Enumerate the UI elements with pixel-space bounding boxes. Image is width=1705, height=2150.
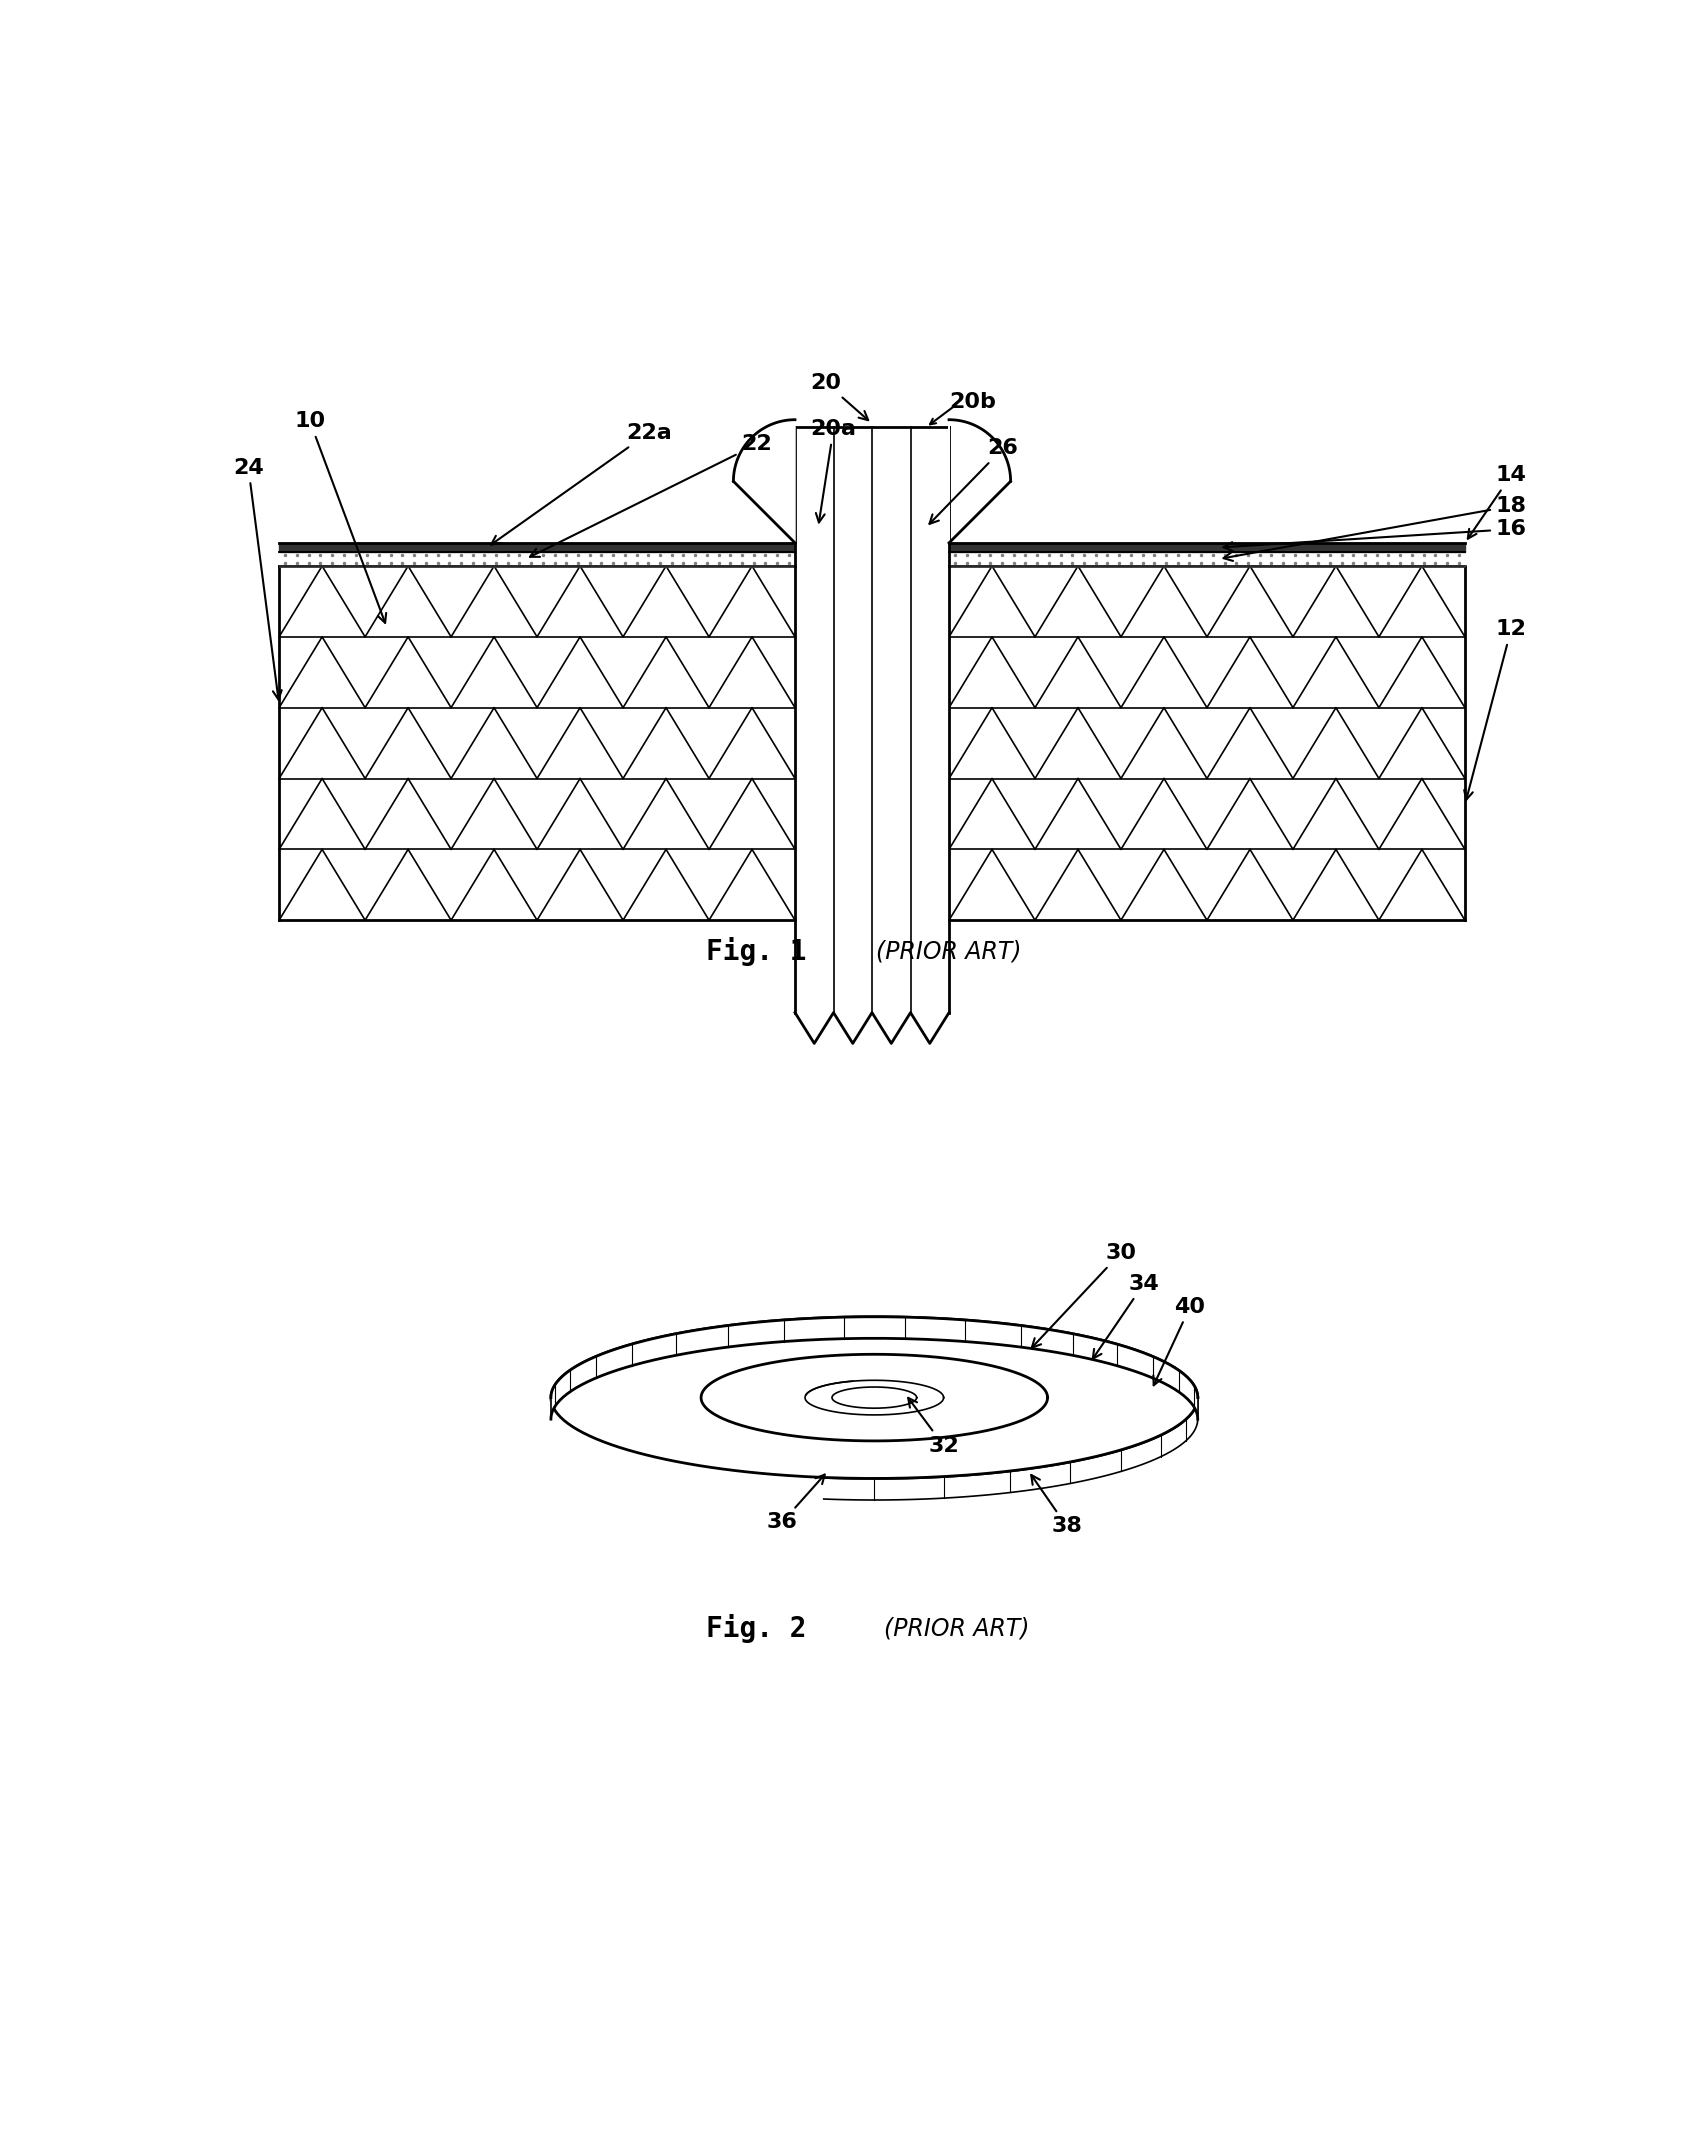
- Text: 14: 14: [1466, 464, 1526, 540]
- Text: 40: 40: [1153, 1296, 1205, 1385]
- Text: 26: 26: [929, 439, 1018, 525]
- Text: 38: 38: [1030, 1475, 1081, 1537]
- Text: (PRIOR ART): (PRIOR ART): [883, 1617, 1028, 1640]
- Text: 20: 20: [810, 372, 868, 419]
- Text: (PRIOR ART): (PRIOR ART): [876, 940, 1021, 963]
- Text: 16: 16: [1222, 518, 1526, 550]
- Polygon shape: [551, 1316, 1197, 1479]
- Text: 24: 24: [234, 458, 281, 699]
- Polygon shape: [701, 1354, 1047, 1440]
- Text: 10: 10: [295, 411, 385, 624]
- Polygon shape: [551, 1316, 1197, 1419]
- Text: 32: 32: [907, 1398, 958, 1456]
- Text: 22a: 22a: [491, 424, 672, 544]
- Text: 18: 18: [1222, 497, 1526, 561]
- Text: 12: 12: [1463, 619, 1526, 800]
- Polygon shape: [948, 553, 1465, 565]
- Text: 34: 34: [1093, 1273, 1158, 1359]
- Polygon shape: [805, 1380, 943, 1415]
- Text: Fig. 1: Fig. 1: [706, 937, 806, 965]
- Polygon shape: [733, 419, 795, 544]
- Text: 36: 36: [766, 1475, 824, 1533]
- Polygon shape: [832, 1387, 916, 1408]
- Polygon shape: [948, 565, 1465, 920]
- Polygon shape: [795, 428, 948, 1013]
- Polygon shape: [948, 419, 1009, 544]
- Polygon shape: [280, 544, 795, 553]
- Text: 20b: 20b: [948, 391, 996, 413]
- Polygon shape: [824, 1398, 1197, 1501]
- Polygon shape: [948, 544, 1465, 553]
- Text: Fig. 2: Fig. 2: [706, 1615, 806, 1643]
- Polygon shape: [280, 553, 795, 565]
- Text: 22: 22: [530, 434, 771, 557]
- Polygon shape: [280, 565, 795, 920]
- Text: 30: 30: [1032, 1243, 1136, 1348]
- Text: 20a: 20a: [810, 419, 856, 522]
